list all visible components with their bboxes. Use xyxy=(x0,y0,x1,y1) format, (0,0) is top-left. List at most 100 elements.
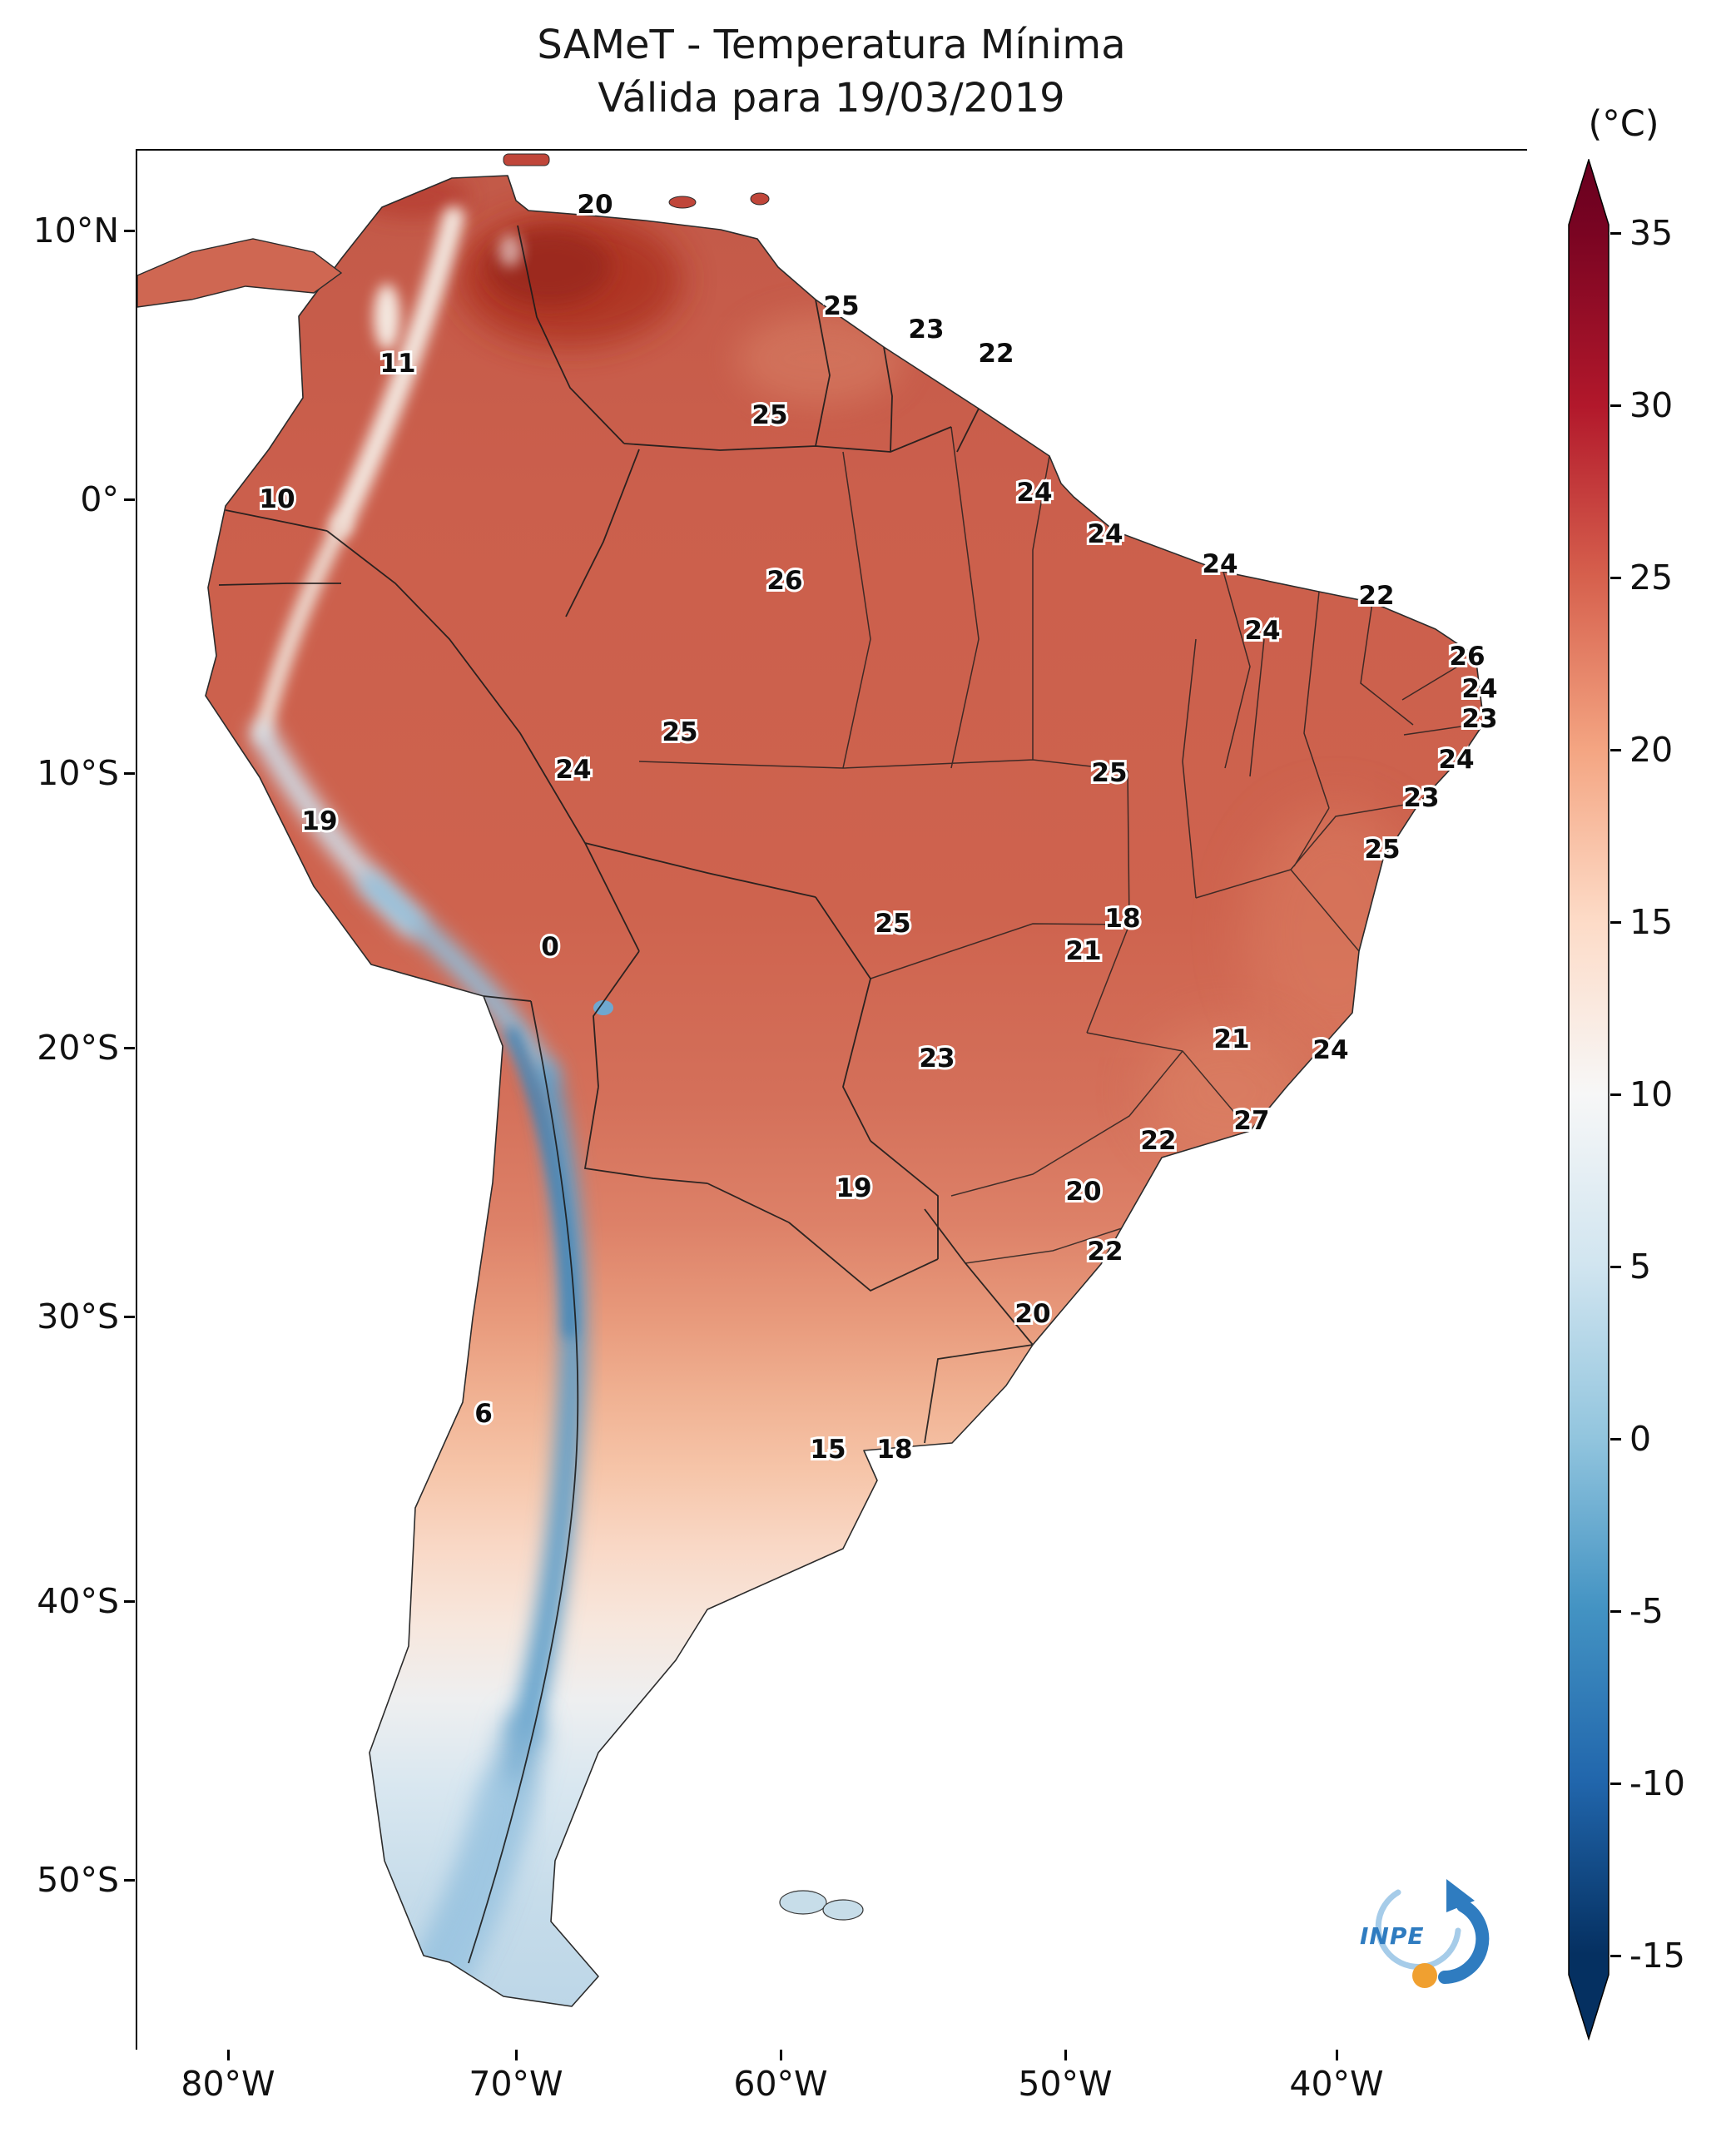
y-axis-tick-label: 10°S xyxy=(37,753,119,793)
andes-band-colombia xyxy=(330,206,464,536)
temperature-label: 24 xyxy=(1461,674,1497,704)
temperature-label: 24 xyxy=(555,755,591,785)
x-axis-tick-mark xyxy=(780,2050,782,2060)
temperature-label: 15 xyxy=(810,1435,846,1465)
temperature-label: 25 xyxy=(751,400,787,430)
y-axis-tick-mark xyxy=(124,1047,135,1049)
falkland-islands xyxy=(779,1890,864,1921)
temperature-label: 22 xyxy=(1140,1126,1176,1156)
temperature-label: 19 xyxy=(301,806,337,836)
chart-title-line2: Válida para 19/03/2019 xyxy=(598,75,1065,121)
temperature-label: 24 xyxy=(1312,1035,1348,1065)
x-axis-tick-label: 80°W xyxy=(181,2064,275,2104)
x-axis-tick-mark xyxy=(1064,2050,1067,2060)
colorbar-tick-mark xyxy=(1610,1610,1621,1613)
y-axis-tick-mark xyxy=(124,772,135,775)
temperature-label: 18 xyxy=(876,1435,912,1465)
y-axis-tick-label: 20°S xyxy=(37,1028,119,1068)
island xyxy=(822,1899,864,1921)
colorbar-tick-mark xyxy=(1610,232,1621,235)
colorbar-tick-label: 5 xyxy=(1629,1247,1652,1287)
island-trinidad xyxy=(750,192,770,206)
andes-sierra-nevada xyxy=(374,284,400,350)
temperature-label: 25 xyxy=(662,717,697,747)
colorbar-tick-label: -10 xyxy=(1629,1763,1685,1803)
island xyxy=(668,196,697,209)
colorbar-tick-mark xyxy=(1610,1093,1621,1096)
lake-titicaca xyxy=(593,1000,613,1015)
temperature-label: 6 xyxy=(474,1399,493,1429)
temperature-label: 11 xyxy=(379,349,415,379)
island xyxy=(503,153,550,166)
colorbar-tick-mark xyxy=(1610,404,1621,407)
x-axis-tick-mark xyxy=(227,2050,230,2060)
colorbar-tick-label: -5 xyxy=(1629,1591,1664,1631)
x-axis-tick-label: 40°W xyxy=(1289,2064,1384,2104)
map-plot-area: 20 25 23 22 11 25 10 24 24 26 24 22 24 26 24 23 25 24 24 25… xyxy=(136,149,1529,2051)
temperature-label: 18 xyxy=(1104,904,1140,934)
y-axis-tick-mark xyxy=(124,498,135,501)
temperature-label: 22 xyxy=(1358,581,1394,611)
colorbar-tick-label: 10 xyxy=(1629,1074,1674,1114)
temperature-label: 23 xyxy=(908,315,944,345)
colorbar-tick-mark xyxy=(1610,1438,1621,1440)
colorbar-tick-mark xyxy=(1610,1783,1621,1785)
y-axis-tick-mark xyxy=(124,1879,135,1882)
temperature-label: 20 xyxy=(1014,1299,1050,1329)
temperature-label: 21 xyxy=(1065,936,1101,966)
x-axis-tick-label: 60°W xyxy=(733,2064,828,2104)
temperature-label: 22 xyxy=(978,339,1014,369)
colorbar-bar xyxy=(1568,159,1610,2041)
temperature-label: 24 xyxy=(1087,519,1123,549)
temperature-label: 21 xyxy=(1213,1024,1249,1054)
state-borders xyxy=(638,426,1484,1264)
temperature-label: 22 xyxy=(1087,1237,1123,1267)
temperature-label: 24 xyxy=(1438,745,1474,775)
colorbar-tick-label: 15 xyxy=(1629,902,1674,942)
x-axis-tick-mark xyxy=(515,2050,518,2060)
y-axis-tick-label: 50°S xyxy=(37,1860,119,1900)
x-axis-tick-mark xyxy=(1336,2050,1338,2060)
lake-maracaibo xyxy=(498,234,522,267)
x-axis-tick-label: 70°W xyxy=(469,2064,563,2104)
temperature-label: 24 xyxy=(1016,478,1052,508)
temperature-label: 19 xyxy=(836,1173,871,1203)
caribbean-islands xyxy=(503,153,770,209)
temperature-label: 20 xyxy=(577,190,613,220)
temperature-label: 26 xyxy=(1449,642,1485,672)
chart-title-line1: SAMeT - Temperatura Mínima xyxy=(537,22,1126,68)
temperature-label: 25 xyxy=(1364,835,1400,865)
y-axis-tick-label: 10°N xyxy=(32,211,119,250)
colorbar-tick-label: 30 xyxy=(1629,385,1674,425)
inpe-logo-dot-icon xyxy=(1412,1963,1437,1988)
temperature-label: 0 xyxy=(541,932,559,962)
colorbar-tick-label: 20 xyxy=(1629,730,1674,770)
temperature-label: 25 xyxy=(1091,758,1127,788)
colorbar-tick-label: -15 xyxy=(1629,1936,1685,1976)
colorbar-tick-label: 0 xyxy=(1629,1419,1652,1459)
temperature-label: 23 xyxy=(919,1044,955,1074)
temperature-label: 24 xyxy=(1244,616,1280,646)
island xyxy=(779,1890,827,1915)
temperature-label: 25 xyxy=(875,909,910,939)
y-axis-tick-label: 30°S xyxy=(37,1297,119,1336)
inpe-logo-text: INPE xyxy=(1360,1922,1425,1950)
inpe-logo-orbit-icon xyxy=(1375,1889,1461,1970)
colorbar-tick-label: 35 xyxy=(1629,213,1674,253)
temperature-label: 10 xyxy=(259,484,295,514)
temperature-label: 23 xyxy=(1461,704,1497,734)
temperature-label: 23 xyxy=(1403,783,1439,813)
y-axis-tick-mark xyxy=(124,1316,135,1318)
colorbar-tick-mark xyxy=(1610,1266,1621,1268)
temperature-label: 27 xyxy=(1233,1106,1269,1136)
colorbar xyxy=(1568,159,1610,2041)
andes-cold-core xyxy=(506,1027,576,1338)
andes-band-chile xyxy=(512,1062,586,1744)
colorbar-tick-label: 25 xyxy=(1629,558,1674,598)
inpe-logo-arrowhead-icon xyxy=(1446,1879,1475,1912)
y-axis-tick-mark xyxy=(124,1600,135,1603)
mild-region-guiana-highlands xyxy=(737,313,903,404)
colorbar-tick-mark xyxy=(1610,749,1621,751)
colorbar-tick-mark xyxy=(1610,1955,1621,1957)
